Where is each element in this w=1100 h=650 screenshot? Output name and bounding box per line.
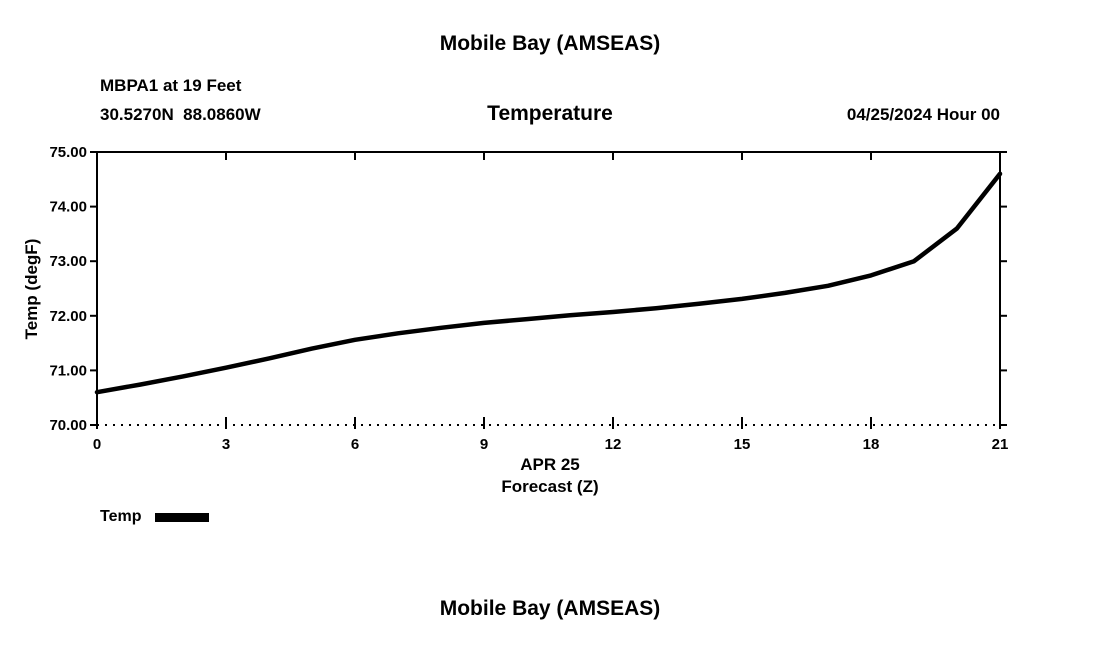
svg-text:71.00: 71.00 <box>49 362 87 379</box>
svg-text:72.00: 72.00 <box>49 308 87 325</box>
svg-text:3: 3 <box>222 436 230 453</box>
svg-text:6: 6 <box>351 436 359 453</box>
svg-text:70.00: 70.00 <box>49 417 87 434</box>
svg-text:9: 9 <box>480 436 488 453</box>
datetime-label: 04/25/2024 Hour 00 <box>846 105 1000 124</box>
x-axis-label: Forecast (Z) <box>501 477 599 496</box>
coordinates-label: 30.5270N 88.0860W <box>100 105 261 124</box>
station-label: MBPA1 at 19 Feet <box>100 76 242 95</box>
svg-text:75.00: 75.00 <box>49 144 87 161</box>
svg-text:18: 18 <box>863 436 880 453</box>
chart-title-top: Mobile Bay (AMSEAS) <box>439 32 661 55</box>
legend: Temp <box>100 508 210 526</box>
legend-temp-label: Temp <box>100 508 142 525</box>
svg-text:21: 21 <box>992 436 1009 453</box>
svg-text:0: 0 <box>93 436 101 453</box>
chart-subtitle: Temperature <box>487 102 613 125</box>
svg-text:73.00: 73.00 <box>49 253 87 270</box>
svg-text:15: 15 <box>734 436 751 453</box>
svg-text:74.00: 74.00 <box>49 199 87 216</box>
legend-temp-swatch <box>155 512 210 522</box>
chart-title-bottom: Mobile Bay (AMSEAS) <box>439 597 661 620</box>
x-axis-date-label: APR 25 <box>520 455 580 474</box>
svg-text:12: 12 <box>605 436 622 453</box>
